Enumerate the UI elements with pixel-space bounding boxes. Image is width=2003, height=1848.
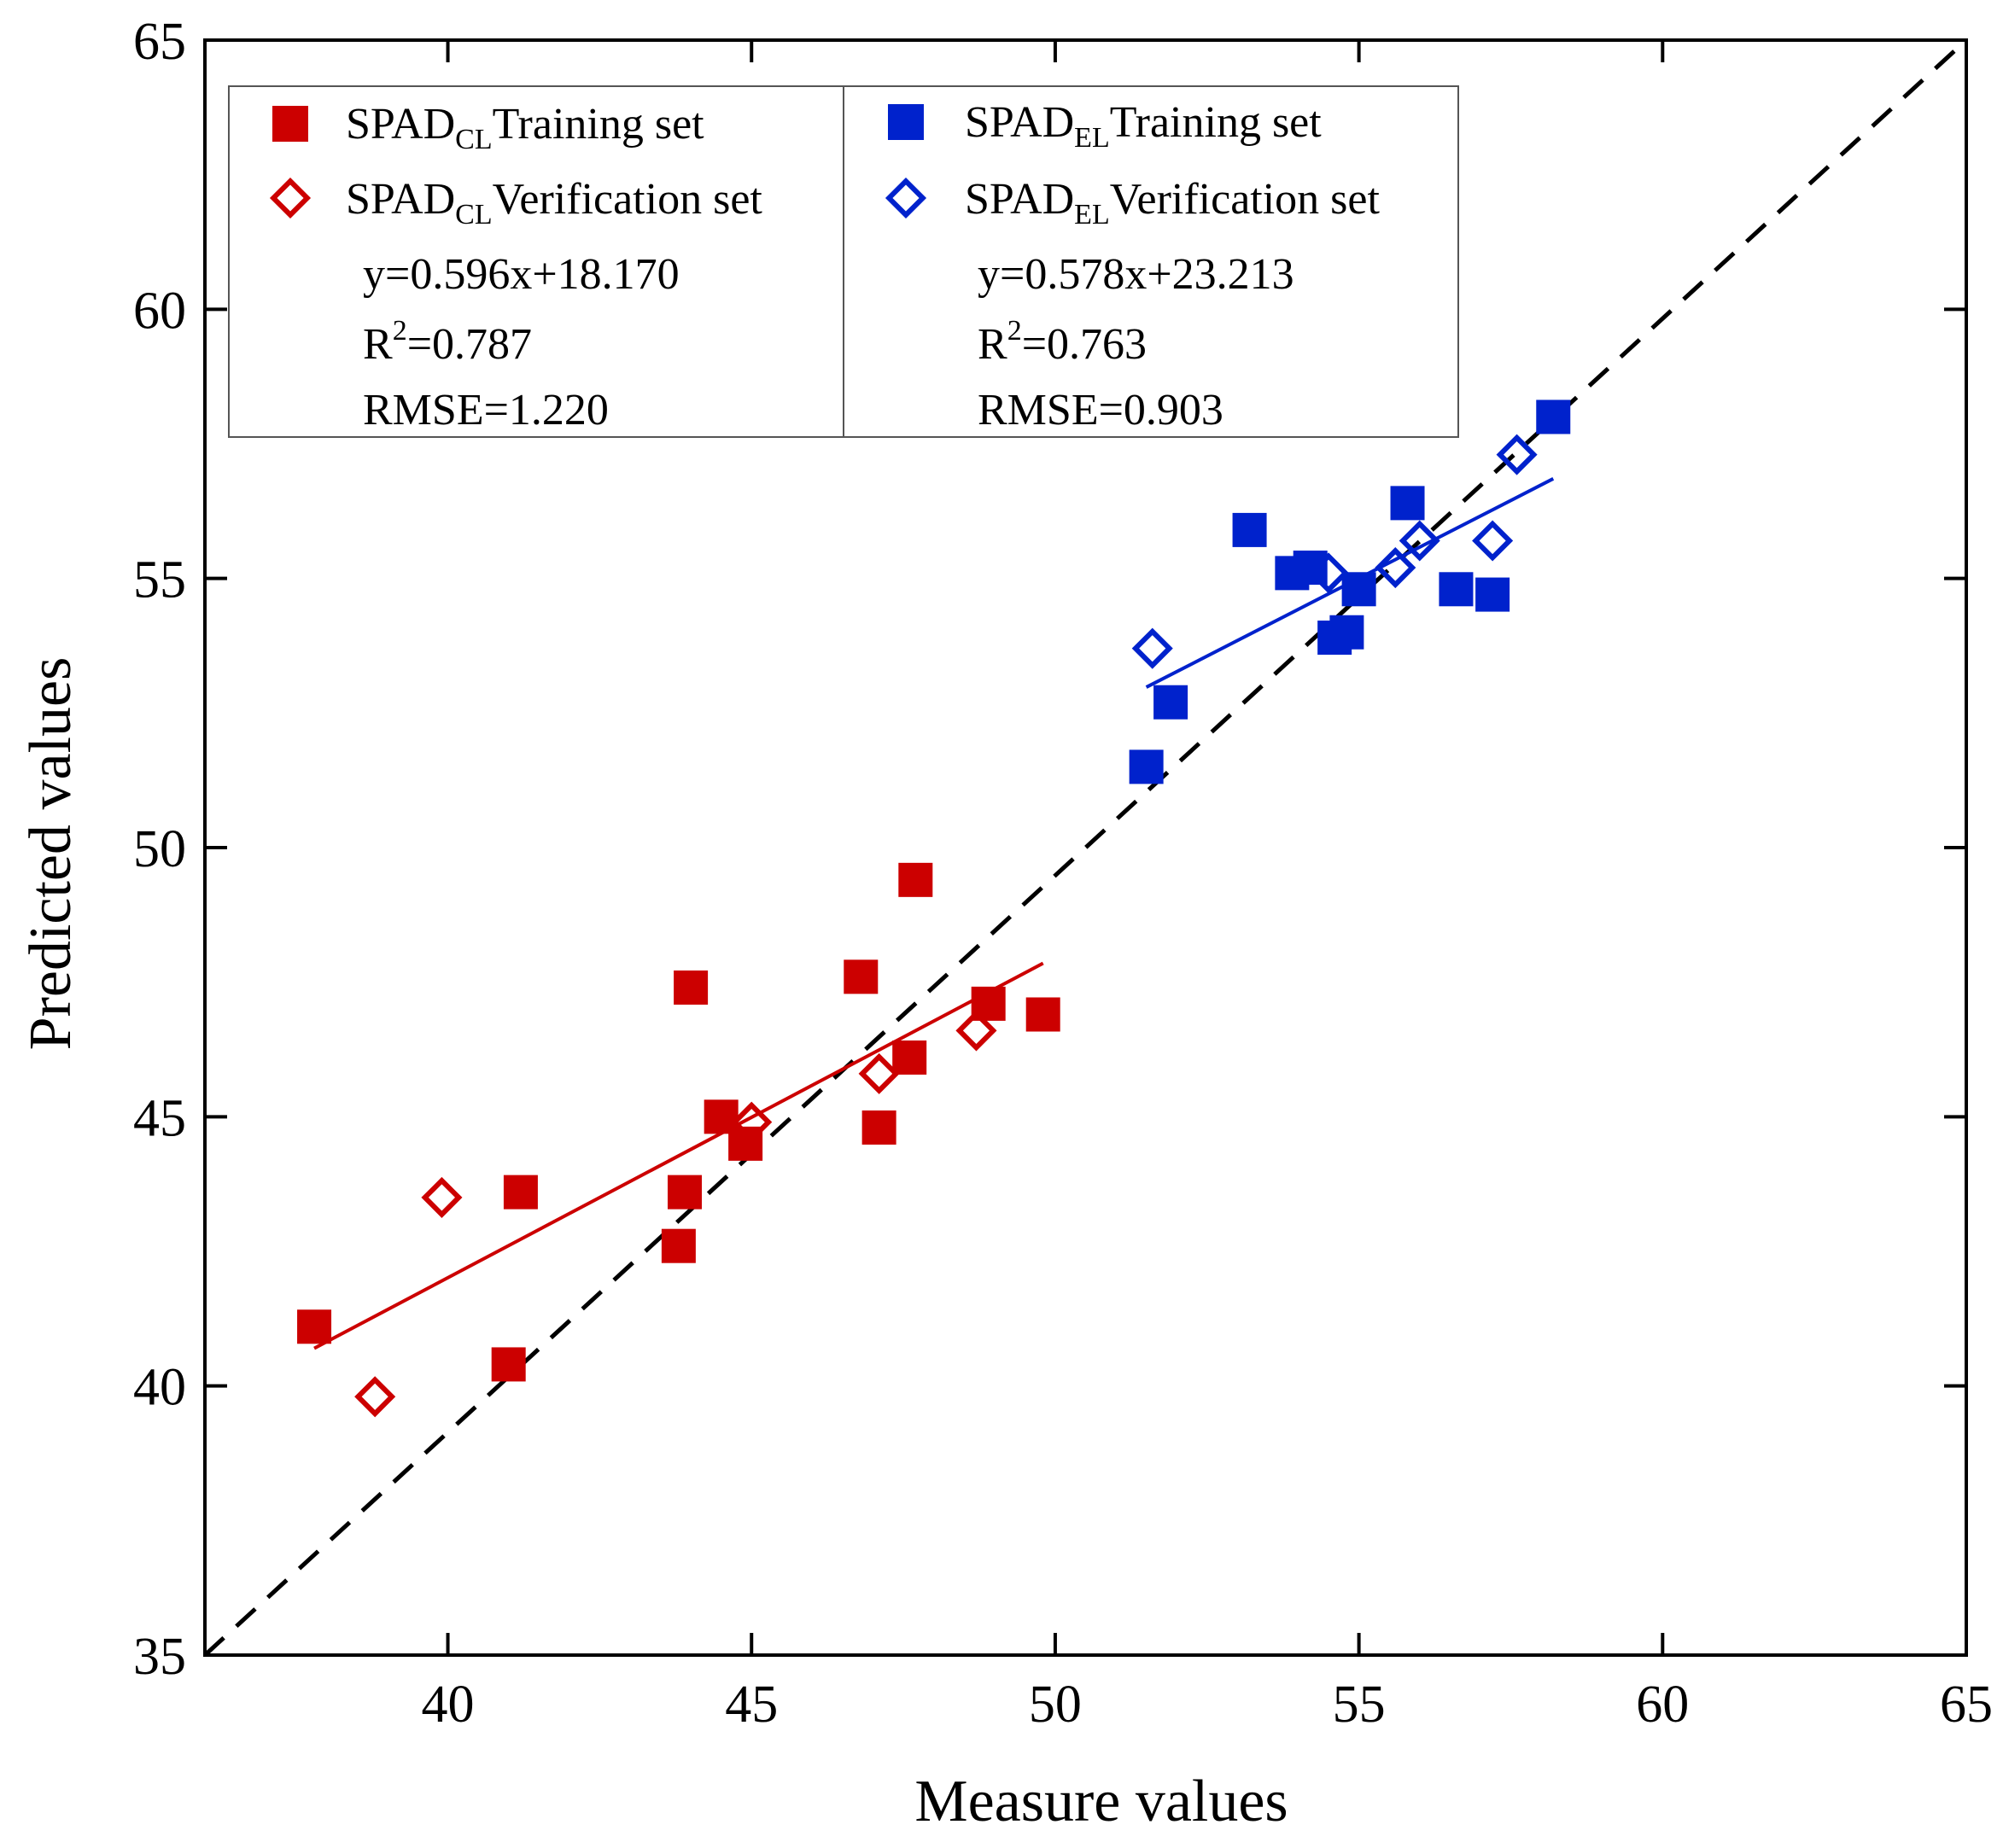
- legend-el-training-marker: [888, 104, 924, 140]
- x-tick-label-40: 40: [422, 1676, 475, 1734]
- el_verif-point-0: [1131, 627, 1173, 669]
- x-tick-label-45: 45: [725, 1676, 778, 1734]
- y-tick-label-55: 55: [133, 551, 186, 609]
- cl_verif-point-1: [421, 1176, 463, 1218]
- el_train-point-10: [1475, 577, 1510, 612]
- legend-cl-verification-marker: [269, 177, 312, 219]
- legend-el-verification-label: SPADELVerification set: [965, 175, 1380, 230]
- el_train-point-9: [1439, 572, 1474, 607]
- cl_train-point-5: [674, 970, 709, 1005]
- y-tick-label-45: 45: [133, 1089, 186, 1147]
- legend-el-training-label: SPADELTraining set: [965, 98, 1322, 154]
- el-fit-equation: y=0.578x+23.213: [978, 250, 1294, 299]
- cl-rmse: RMSE=1.220: [363, 386, 609, 434]
- x-tick-label-65: 65: [1940, 1676, 1993, 1734]
- axes-layer: 40 45 50 55 60 65 35 40 45 50 55 60 65: [133, 13, 1993, 1734]
- reference-line: [203, 38, 1968, 1657]
- cl_train-point-13: [1025, 997, 1060, 1032]
- cl-fit-equation: y=0.596x+18.170: [363, 250, 680, 299]
- el_train-point-4: [1293, 551, 1328, 586]
- cl_train-point-0: [297, 1309, 332, 1344]
- cl_train-point-4: [667, 1175, 702, 1210]
- x-tick-label-60: 60: [1636, 1676, 1689, 1734]
- el_verif-point-3: [1399, 520, 1440, 562]
- cl_verif-point-0: [354, 1376, 396, 1418]
- el_verif-point-2: [1375, 547, 1416, 589]
- y-tick-label-50: 50: [133, 820, 186, 878]
- y-axis-title: Predicted values: [18, 657, 84, 1051]
- cl_verif-point-3: [858, 1052, 900, 1094]
- x-tick-label-55: 55: [1333, 1676, 1386, 1734]
- cl_train-point-9: [861, 1110, 896, 1145]
- legend-el-verification-marker: [885, 177, 927, 219]
- el_train-point-1: [1153, 685, 1188, 720]
- plot-layer: [203, 38, 1968, 1657]
- cl_train-point-2: [503, 1175, 538, 1210]
- el-r-squared: R2=0.763: [978, 315, 1147, 369]
- cl_train-point-8: [844, 959, 879, 994]
- legend-cl-verification-label: SPADCLVerification set: [346, 175, 762, 230]
- cl_train-point-10: [892, 1040, 927, 1075]
- x-tick-label-50: 50: [1029, 1676, 1082, 1734]
- cl_train-point-1: [491, 1347, 526, 1382]
- el_verif-point-1: [1308, 552, 1350, 594]
- el_train-point-0: [1129, 749, 1164, 784]
- cl_verif-point-4: [955, 1010, 997, 1052]
- el_train-point-8: [1390, 486, 1425, 521]
- y-tick-label-60: 60: [133, 282, 186, 340]
- el_train-point-6: [1329, 615, 1364, 650]
- el_train-point-11: [1536, 399, 1571, 434]
- legend-cl-training-marker: [272, 106, 308, 142]
- cl_fit-line: [313, 961, 1044, 1350]
- cl_train-point-3: [661, 1228, 696, 1263]
- el_train-point-7: [1341, 572, 1376, 607]
- x-axis-title: Measure values: [914, 1769, 1288, 1834]
- el_train-point-2: [1232, 512, 1267, 547]
- el-rmse: RMSE=0.903: [978, 386, 1223, 434]
- legend: SPADCLTraining set SPADCLVerification se…: [228, 85, 1459, 438]
- y-tick-label-65: 65: [133, 13, 186, 71]
- el_verif-point-5: [1496, 434, 1538, 475]
- y-tick-label-35: 35: [133, 1628, 186, 1686]
- legend-cl-training-label: SPADCLTraining set: [346, 100, 704, 155]
- cl_verif-point-2: [731, 1101, 773, 1143]
- cl-r-squared: R2=0.787: [363, 315, 532, 369]
- cl_train-point-11: [898, 862, 933, 897]
- el_verif-point-4: [1472, 520, 1514, 562]
- y-tick-label-40: 40: [133, 1359, 186, 1417]
